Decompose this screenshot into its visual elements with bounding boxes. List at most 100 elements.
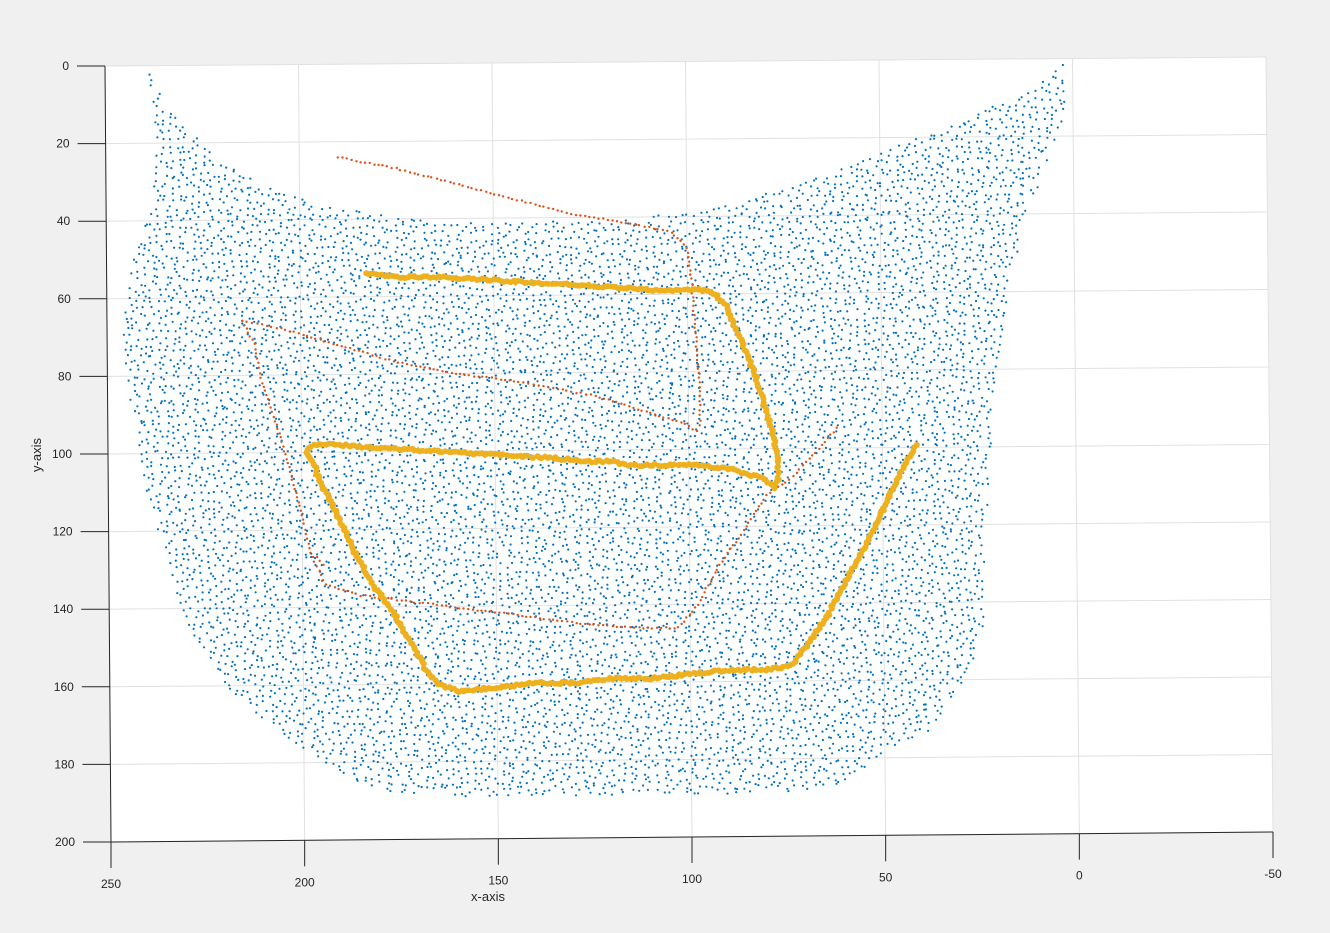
series-1-point xyxy=(993,313,996,317)
series-1-point xyxy=(877,302,880,305)
series-1-point xyxy=(220,293,223,296)
series-1-point xyxy=(286,389,289,392)
series-1-point xyxy=(138,395,141,398)
series-1-point xyxy=(736,378,739,381)
series-1-point xyxy=(893,434,896,437)
series-1-point xyxy=(409,417,412,420)
series-1-point xyxy=(708,323,711,326)
series-1-point xyxy=(550,380,553,383)
series-1-point xyxy=(654,425,657,428)
series-1-point xyxy=(623,250,626,253)
series-1-point xyxy=(432,429,435,432)
series-1-point xyxy=(182,166,185,169)
series-1-point xyxy=(1008,105,1011,108)
series-1-point xyxy=(425,239,428,242)
series-1-point xyxy=(556,251,559,254)
series-1-point xyxy=(575,305,579,308)
series-1-point xyxy=(614,411,617,414)
series-1-point xyxy=(936,262,939,265)
series-1-point xyxy=(285,226,289,229)
series-1-point xyxy=(972,259,975,262)
series-1-point xyxy=(224,278,227,281)
series-1-point xyxy=(597,334,600,338)
series-1-point xyxy=(722,345,725,348)
series-1-point xyxy=(915,282,918,285)
series-1-point xyxy=(619,253,622,256)
series-1-point xyxy=(408,319,411,322)
series-1-point xyxy=(397,325,400,328)
series-1-point xyxy=(632,229,635,232)
series-1-point xyxy=(761,221,764,224)
series-1-point xyxy=(659,391,662,394)
series-1-point xyxy=(632,309,635,312)
series-1-point xyxy=(829,190,832,193)
series-1-point xyxy=(796,217,799,220)
series-1-point xyxy=(241,226,244,229)
series-1-point xyxy=(556,371,559,374)
series-1-point xyxy=(228,340,232,343)
series-1-point xyxy=(780,233,783,237)
series-1-point xyxy=(619,282,622,285)
series-1-point xyxy=(1001,103,1005,106)
series-1-point xyxy=(671,309,674,313)
series-1-point xyxy=(997,350,1000,353)
series-1-point xyxy=(735,207,738,210)
series-1-point xyxy=(916,277,919,280)
series-1-point xyxy=(661,313,664,316)
series-1-point xyxy=(491,239,494,242)
series-1-point xyxy=(688,232,691,235)
series-1-point xyxy=(1055,92,1058,96)
series-1-point xyxy=(277,269,280,272)
series-1-point xyxy=(524,406,527,409)
series-1-point xyxy=(698,240,701,243)
series-1-point xyxy=(221,279,224,282)
series-1-point xyxy=(552,220,555,223)
series-1-point xyxy=(666,367,669,370)
series-1-point xyxy=(681,247,684,250)
series-1-point xyxy=(618,307,621,310)
series-1-point xyxy=(886,390,889,393)
series-1-point xyxy=(987,148,990,151)
series-1-point xyxy=(461,329,464,332)
series-1-point xyxy=(604,340,607,343)
series-1-point xyxy=(842,346,845,349)
series-1-point xyxy=(556,230,560,233)
series-1-point xyxy=(281,203,284,207)
series-1-point xyxy=(784,356,787,359)
series-1-point xyxy=(539,333,542,336)
series-1-point xyxy=(294,356,297,359)
series-1-point xyxy=(591,292,594,295)
series-1-point xyxy=(443,324,446,327)
series-1-point xyxy=(543,392,546,395)
series-1-point xyxy=(620,299,624,302)
series-1-point xyxy=(209,185,212,188)
series-1-point xyxy=(212,298,215,301)
series-1-point xyxy=(663,317,666,320)
series-1-point xyxy=(628,263,631,266)
series-1-point xyxy=(752,342,755,345)
series-1-point xyxy=(329,411,332,414)
series-1-point xyxy=(194,429,197,432)
series-1-point xyxy=(810,440,813,443)
series-1-point xyxy=(904,203,907,206)
series-1-point xyxy=(431,251,434,254)
series-1-point xyxy=(316,404,319,407)
series-1-point xyxy=(888,317,892,320)
series-1-point xyxy=(912,318,915,321)
series-1-point xyxy=(145,438,148,441)
series-1-point xyxy=(788,220,791,223)
series-1-point xyxy=(720,419,723,422)
series-1-point xyxy=(719,254,723,257)
series-1-point xyxy=(172,374,175,377)
series-1-point xyxy=(621,255,624,258)
series-1-point xyxy=(364,411,367,414)
series-1-point xyxy=(231,260,234,263)
series-1-point xyxy=(918,247,922,250)
series-1-point xyxy=(706,391,709,394)
series-1-point xyxy=(712,360,715,363)
series-1-point xyxy=(810,255,814,258)
series-1-point xyxy=(457,397,460,400)
series-1-point xyxy=(447,328,450,331)
series-1-point xyxy=(170,277,173,280)
series-1-point xyxy=(391,307,394,310)
